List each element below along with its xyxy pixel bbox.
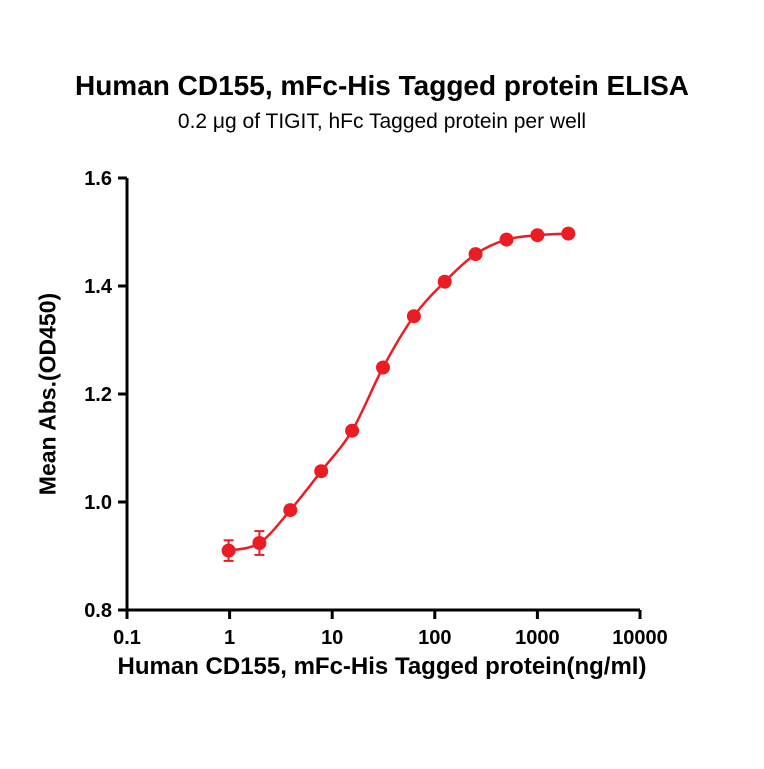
x-tick-label: 100 xyxy=(418,627,451,649)
fit-curve xyxy=(228,232,569,552)
data-point xyxy=(252,536,267,550)
y-tick-label: 1.4 xyxy=(84,276,113,298)
data-point xyxy=(499,232,514,247)
data-point xyxy=(376,360,390,375)
x-tick-label: 10000 xyxy=(612,627,668,649)
y-tick-label: 1.6 xyxy=(84,168,112,190)
data-point xyxy=(437,274,452,289)
x-tick-label: 0.1 xyxy=(113,627,141,649)
data-point xyxy=(468,247,483,262)
y-tick-label: 1.2 xyxy=(84,384,112,406)
data-series xyxy=(221,226,576,562)
x-tick-label: 1 xyxy=(224,627,235,649)
chart-subtitle: 0.2 μg of TIGIT, hFc Tagged protein per … xyxy=(177,110,587,133)
data-point xyxy=(561,226,576,241)
data-point xyxy=(314,464,329,479)
x-tick-label: 10 xyxy=(321,627,343,649)
data-point xyxy=(406,309,421,324)
data-point xyxy=(345,423,360,438)
chart-title: Human CD155, mFc-His Tagged protein ELIS… xyxy=(74,70,690,101)
y-tick-label: 1.0 xyxy=(84,492,112,514)
y-axis-label: Mean Abs.(OD450) xyxy=(34,292,61,496)
axes: 0.8 1.0 1.2 1.4 1.6 0.1 1 10 100 1000 10000 xyxy=(84,168,668,649)
x-axis-label: Human CD155, mFc-His Tagged protein(ng/m… xyxy=(117,653,647,680)
data-point xyxy=(530,228,545,243)
y-tick-label: 0.8 xyxy=(84,600,112,622)
data-point xyxy=(283,503,298,518)
x-tick-label: 1000 xyxy=(515,627,560,649)
data-point xyxy=(221,543,236,558)
